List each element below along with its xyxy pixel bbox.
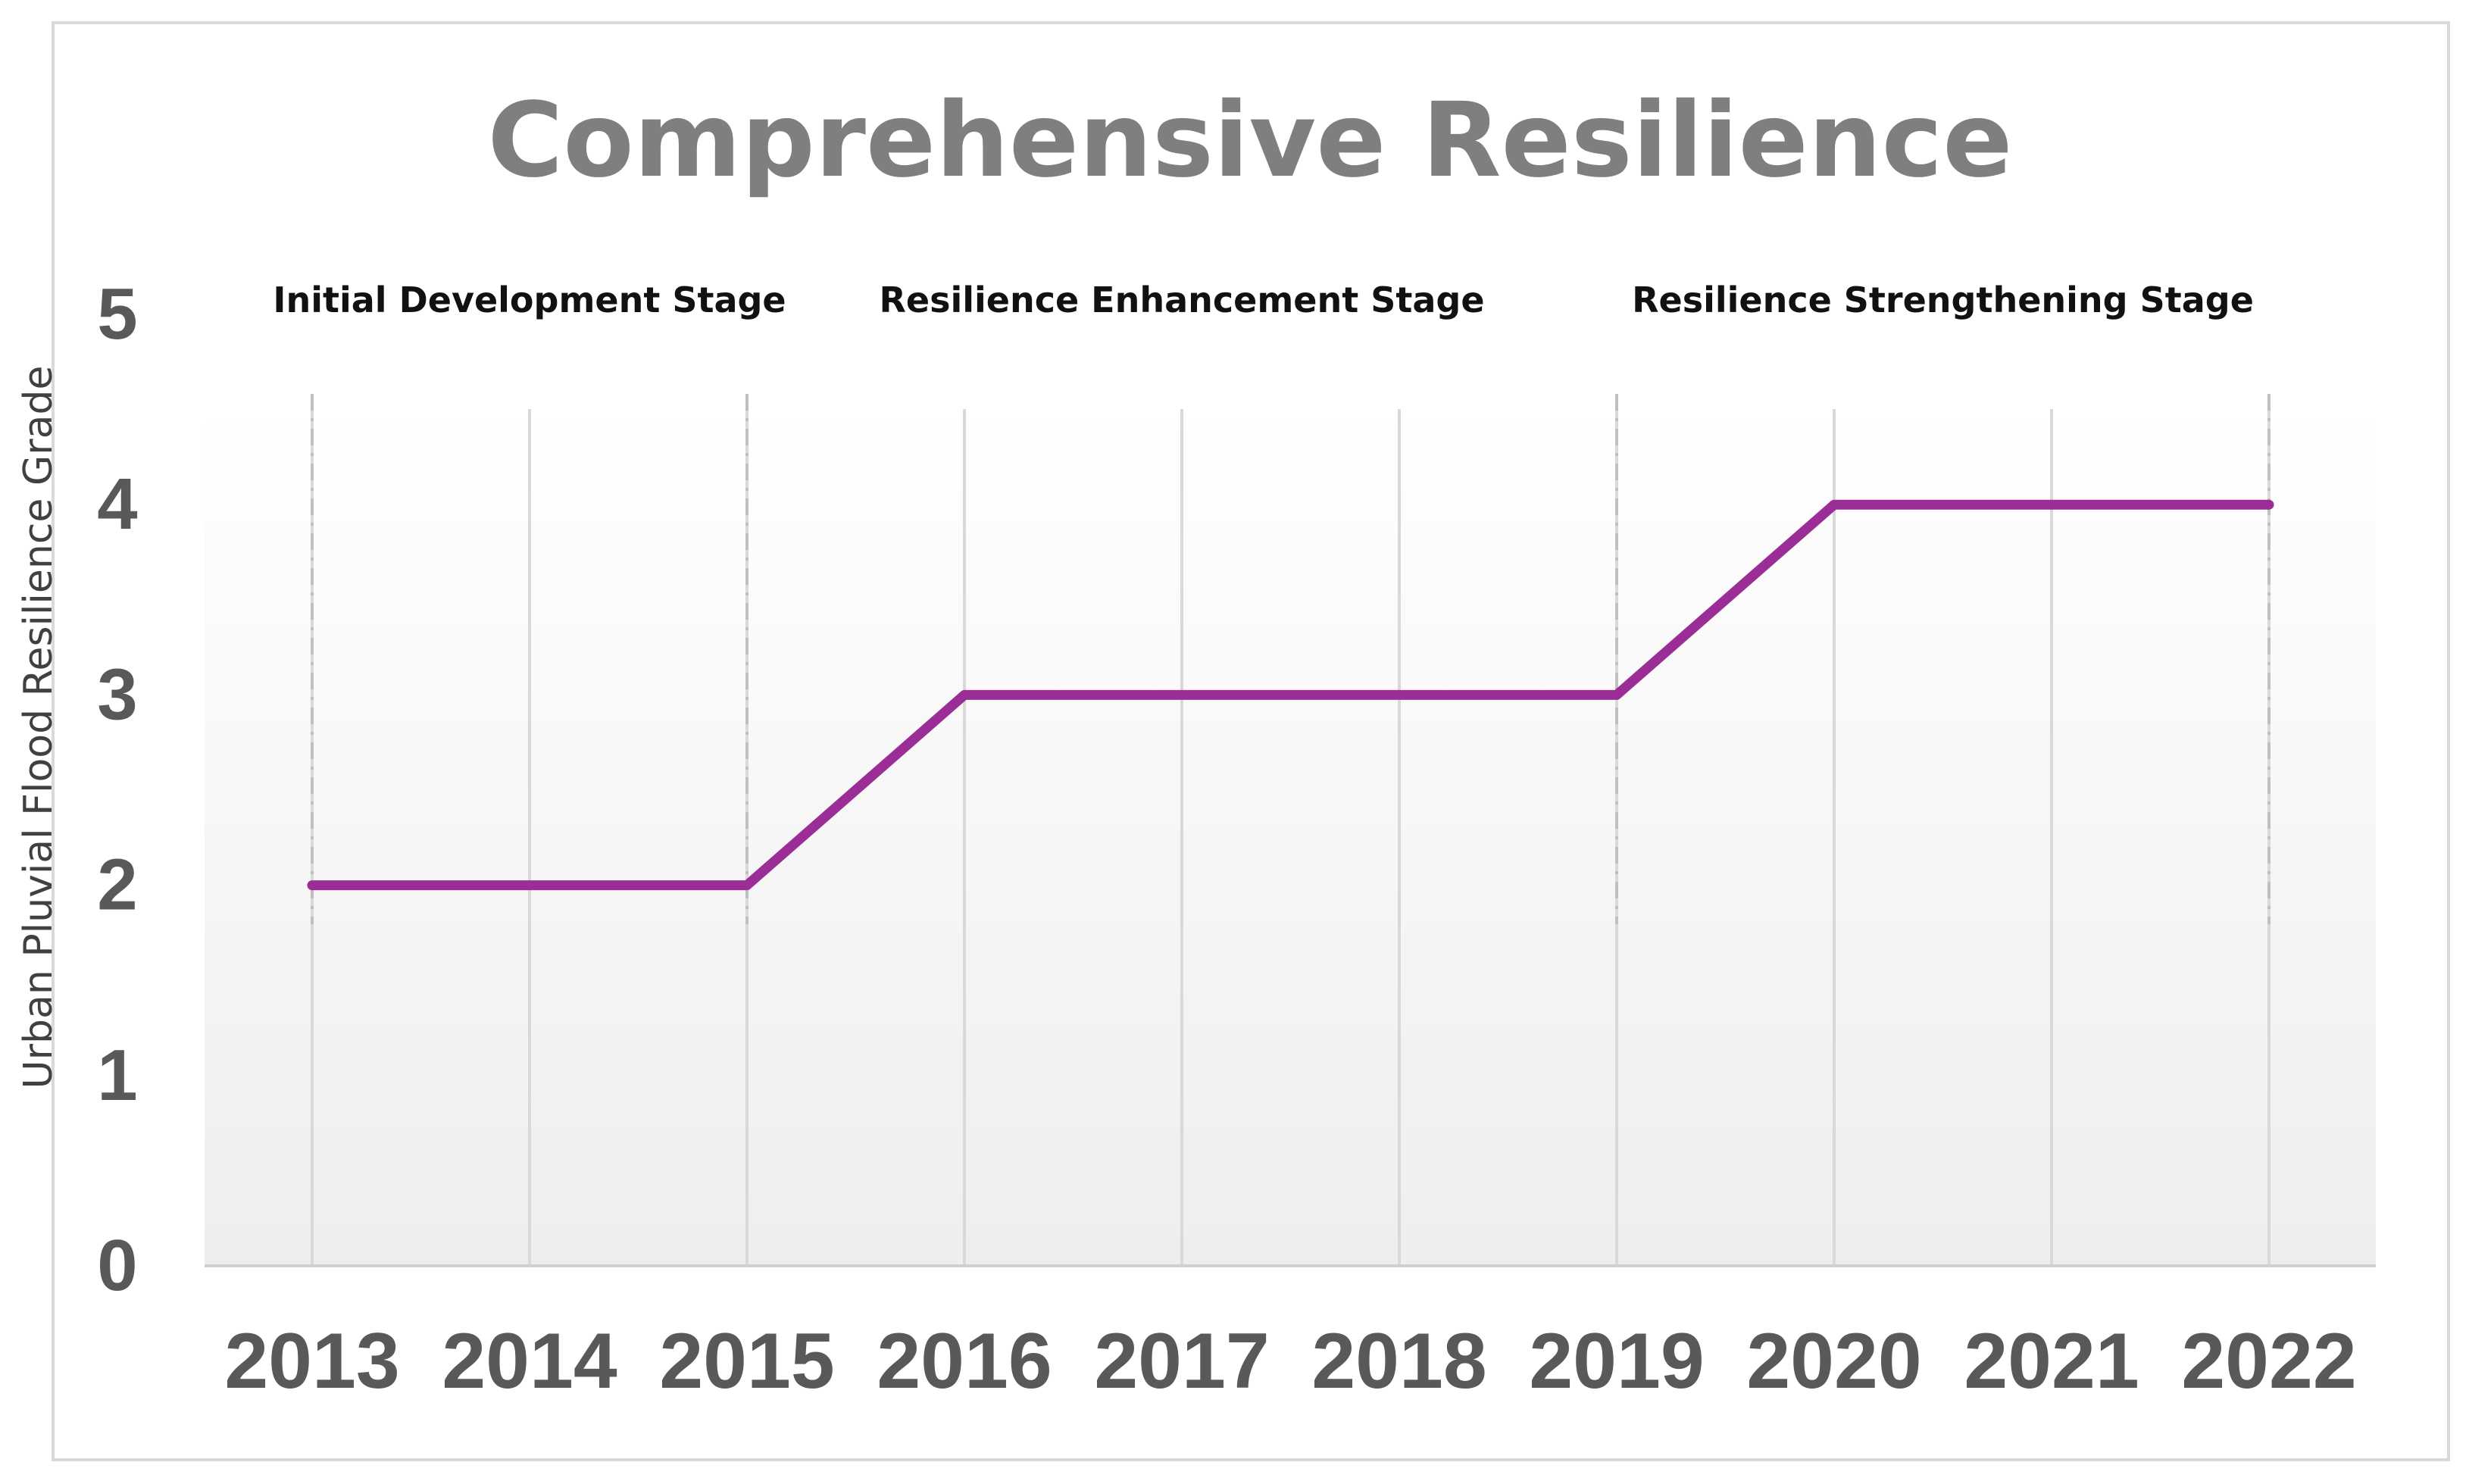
stage-label-2: Resilience Enhancement Stage <box>879 280 1484 320</box>
data-point-2013 <box>310 883 314 888</box>
x-tick-label-2020: 2020 <box>1746 1317 1921 1405</box>
data-point-2015 <box>745 883 749 888</box>
series-layer <box>307 499 2274 891</box>
data-point-2017 <box>1180 692 1184 698</box>
y-tick-label-3: 3 <box>97 654 137 735</box>
y-axis-label: Urban Pluvial Flood Resilience Grade <box>16 366 61 1089</box>
x-tick-label-2016: 2016 <box>877 1317 1052 1405</box>
x-tick-labels: 2013 2014 2015 2016 2017 2018 2019 2020 2021 2022 <box>224 1317 2356 1405</box>
stage-labels: Initial Development Stage Resilience Enha… <box>273 280 2254 320</box>
plot-area-background <box>205 409 2376 1266</box>
stage-label-3: Resilience Strengthening Stage <box>1632 280 2254 320</box>
x-tick-label-2013: 2013 <box>224 1317 399 1405</box>
data-point-2022 <box>2267 502 2271 508</box>
x-tick-label-2015: 2015 <box>659 1317 834 1405</box>
x-tick-label-2017: 2017 <box>1094 1317 1269 1405</box>
y-tick-label-0: 0 <box>97 1225 137 1306</box>
x-tick-label-2014: 2014 <box>442 1317 617 1405</box>
y-tick-label-4: 4 <box>97 464 137 545</box>
chart-title: Comprehensive Resilience <box>488 81 2013 201</box>
series-line-0 <box>307 499 2274 891</box>
y-tick-labels: 0 1 2 3 4 5 <box>97 273 137 1306</box>
data-point-2021 <box>2049 502 2054 508</box>
data-point-2020 <box>1832 502 1836 508</box>
y-tick-label-5: 5 <box>97 273 137 355</box>
stage-label-1: Initial Development Stage <box>273 280 786 320</box>
x-tick-label-2022: 2022 <box>2181 1317 2356 1405</box>
data-point-2018 <box>1397 692 1402 698</box>
data-point-2019 <box>1614 692 1619 698</box>
y-tick-label-2: 2 <box>97 845 137 926</box>
data-point-2016 <box>962 692 967 698</box>
x-tick-label-2018: 2018 <box>1311 1317 1486 1405</box>
x-tick-label-2019: 2019 <box>1529 1317 1704 1405</box>
x-tick-label-2021: 2021 <box>1964 1317 2139 1405</box>
y-tick-label-1: 1 <box>97 1035 137 1116</box>
data-point-2014 <box>527 883 532 888</box>
